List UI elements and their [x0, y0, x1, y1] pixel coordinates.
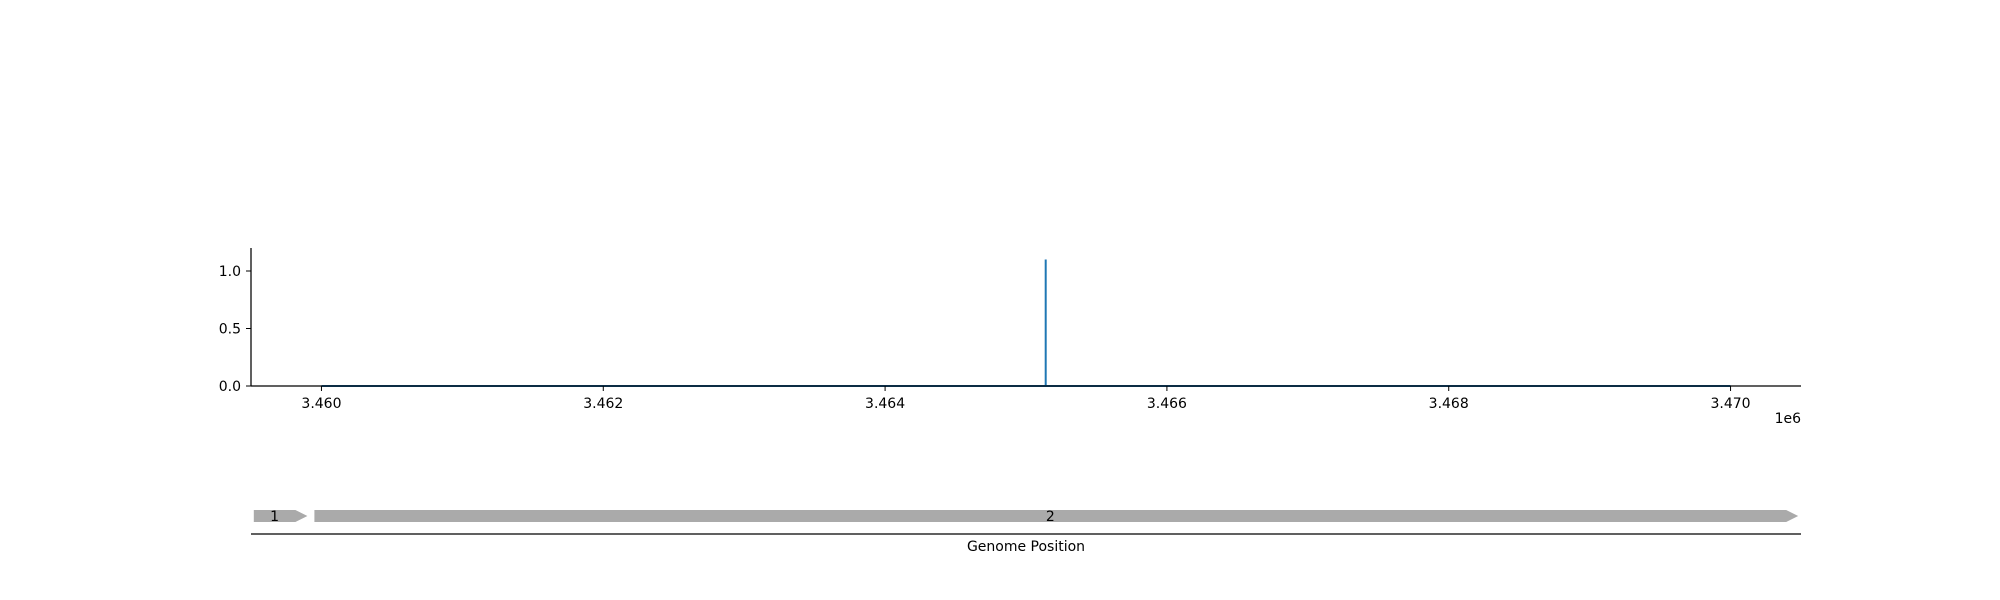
x-tick-label: 3.470 [1710, 396, 1750, 412]
x-offset-label: 1e6 [1775, 411, 1802, 427]
gene-label: 2 [1046, 509, 1055, 525]
signal-plot: 3.460 3.462 3.464 3.466 3.468 3.470 0.0 0.5 1.0… [219, 248, 1801, 427]
gene-arrow [314, 510, 1799, 522]
x-tick-label: 3.466 [1147, 396, 1187, 412]
y-tick-label: 1.0 [219, 264, 241, 280]
x-ticks: 3.460 3.462 3.464 3.466 3.468 3.470 [301, 386, 1751, 412]
y-tick-label: 0.0 [219, 379, 241, 395]
x-tick-label: 3.460 [301, 396, 341, 412]
x-tick-label: 3.464 [865, 396, 905, 412]
gene-label: 1 [270, 509, 279, 525]
y-tick-label: 0.5 [219, 322, 241, 338]
gene-arrow [253, 510, 308, 522]
x-tick-label: 3.462 [583, 396, 623, 412]
x-tick-label: 3.468 [1429, 396, 1469, 412]
y-ticks: 0.0 0.5 1.0 [219, 264, 251, 395]
x-axis-label: Genome Position [967, 539, 1085, 555]
